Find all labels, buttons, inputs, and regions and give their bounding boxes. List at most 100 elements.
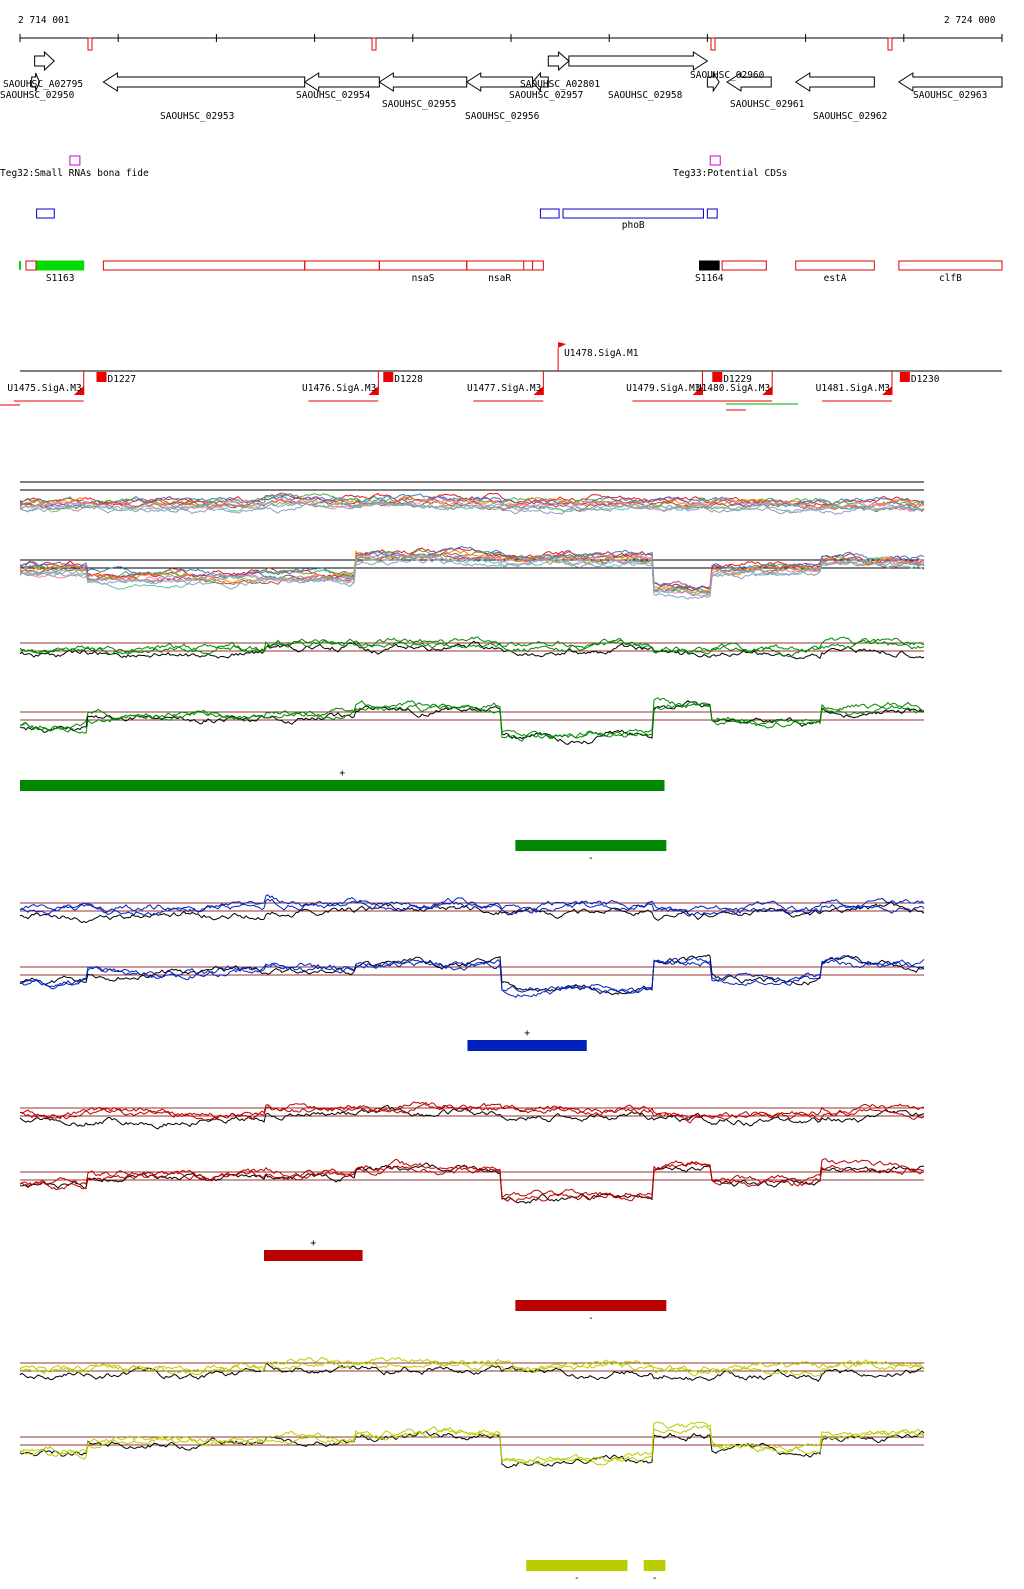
cds-feature: [36, 208, 55, 219]
teg-label: Teg32:Small RNAs bona fide: [0, 168, 149, 179]
teg-annotation-track: Teg32:Small RNAs bona fide Teg33:Potentia…: [0, 155, 787, 179]
ruler-marker: [887, 37, 893, 51]
ruler-marker: [87, 37, 93, 51]
gene-label: SAOUHSC_02956: [465, 111, 540, 122]
multi-line: [19, 493, 925, 508]
promoter-label: D1229: [723, 374, 752, 385]
multi-line: [19, 556, 925, 600]
rna-feature: [466, 260, 534, 271]
promoter-label: D1228: [394, 374, 423, 385]
rna-feature: [378, 260, 468, 271]
multi-line: [19, 545, 925, 592]
multi-line: [19, 500, 925, 513]
promoter-flag: [368, 386, 379, 395]
condition-block-red: [264, 1250, 363, 1261]
gene-label: SAOUHSC_02953: [160, 111, 234, 122]
multi-line: [19, 498, 925, 516]
track-line-blue: [19, 954, 925, 996]
rna-feature: [304, 260, 380, 271]
cds-feature-track: phoB: [36, 208, 718, 231]
multi-line: [19, 549, 925, 596]
gene-label: SAOUHSC_02962: [813, 111, 887, 122]
promoter-label: D1230: [911, 374, 940, 385]
track-line-red: [19, 1162, 925, 1204]
rna-feature-label: estA: [824, 273, 847, 284]
condition-block-green: [20, 780, 665, 791]
track-line-green: [19, 700, 925, 745]
rna-feature-label: clfB: [939, 273, 962, 284]
condition-block-green: [515, 840, 667, 851]
gene-arrow: [303, 72, 380, 92]
rna-feature-label: S1164: [695, 273, 724, 284]
promoter-label: D1227: [108, 374, 137, 385]
promoter-flag: [692, 386, 703, 395]
ruler-marker: [710, 37, 716, 51]
ruler-marker: [371, 37, 377, 51]
promoter-flag: [899, 372, 910, 382]
condition-block-yellow: [643, 1560, 666, 1571]
promoter-flag: [712, 372, 723, 382]
strand-label: +: [310, 1238, 316, 1249]
promoter-flag: [533, 386, 544, 395]
track-line-blue: [19, 954, 925, 998]
condition-block-red: [515, 1300, 667, 1311]
condition-blocks: + - + + - - -: [20, 768, 667, 1584]
rna-feature: [699, 260, 720, 271]
coordinate-ruler: 2 714 001 2 724 000: [18, 15, 1003, 51]
gene-arrow: [31, 72, 41, 92]
teg-marker: [69, 155, 81, 166]
gene-label: SAOUHSC_02955: [382, 99, 456, 110]
gene-label: SAOUHSC_02950: [0, 90, 75, 101]
gene-label: SAOUHSC_02957: [509, 90, 583, 101]
promoter-track: U1475.SigA.M3 D1227 U1476.SigA.M3 D1228 U147…: [0, 342, 1002, 411]
ruler-end-label: 2 724 000: [944, 15, 996, 26]
gene-arrow: [547, 50, 570, 72]
track-line-yellow: [19, 1356, 925, 1377]
gene-label: SAOUHSC_A02801: [520, 79, 600, 90]
promoter-label: U1475.SigA.M3: [7, 383, 81, 394]
gene-label: SAOUHSC_02960: [690, 70, 765, 81]
cds-feature: [706, 208, 718, 219]
strand-label: +: [524, 1028, 530, 1039]
gene-arrow: [531, 71, 549, 93]
gene-arrow: [706, 71, 720, 93]
multi-line: [19, 492, 925, 510]
promoter-flag: [383, 372, 394, 382]
rna-feature: [36, 260, 85, 271]
gene-label: SAOUHSC_A02795: [3, 79, 83, 90]
condition-block-blue: [467, 1040, 587, 1051]
promoter-flag: [882, 386, 893, 395]
teg-label: Teg33:Potential CDSs: [673, 168, 787, 179]
track-line-red: [19, 1101, 925, 1120]
promoter-flag: [558, 342, 567, 348]
teg-marker: [709, 155, 721, 166]
rna-feature: [795, 260, 875, 271]
track-line-red: [19, 1104, 925, 1130]
gene-label: SAOUHSC_02958: [608, 90, 683, 101]
track-line-red: [19, 1101, 925, 1124]
track-line-red: [19, 1158, 925, 1200]
promoter-label: U1481.SigA.M3: [816, 383, 890, 394]
track-line-green: [19, 640, 925, 660]
track-line-green: [19, 638, 925, 655]
rna-feature: [898, 260, 1003, 271]
promoter-label: U1477.SigA.M3: [467, 383, 541, 394]
gene-arrow: [34, 50, 56, 72]
rna-feature: [721, 260, 767, 271]
gene-label: SAOUHSC_02963: [913, 90, 987, 101]
gene-arrow: [568, 51, 709, 71]
condition-block-yellow: [526, 1560, 628, 1571]
promoter-flag: [73, 386, 84, 395]
strand-label: -: [652, 1573, 658, 1584]
promoter-label: U1478.SigA.M1: [564, 348, 639, 359]
multi-line: [19, 553, 925, 596]
gene-label: SAOUHSC_02961: [730, 99, 805, 110]
strand-label: -: [574, 1573, 580, 1584]
cds-feature-label: phoB: [622, 220, 645, 231]
track-line-blue: [19, 897, 925, 917]
cds-feature: [539, 208, 560, 219]
gene-arrow: [726, 72, 772, 92]
promoter-label: U1480.SigA.M3: [696, 383, 770, 394]
track-line-green: [19, 697, 925, 742]
